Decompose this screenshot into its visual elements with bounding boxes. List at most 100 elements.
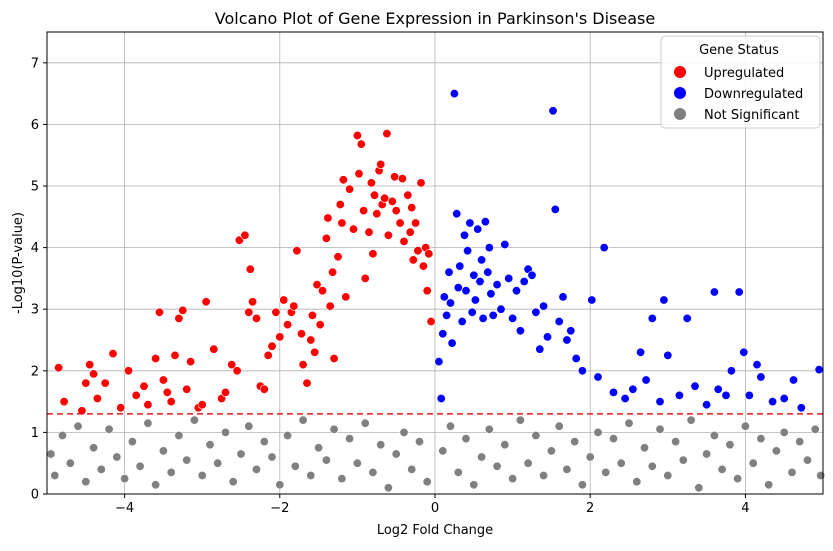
- upregulated-point: [341, 292, 351, 302]
- upregulated-point: [244, 307, 254, 317]
- y-tick-label: 5: [31, 180, 39, 195]
- downregulated-point: [641, 375, 651, 385]
- upregulated-point: [92, 393, 102, 403]
- not-significant-point: [189, 415, 199, 425]
- not-significant-point: [593, 427, 603, 437]
- not-significant-point: [104, 424, 114, 434]
- downregulated-point: [788, 375, 798, 385]
- downregulated-point: [647, 313, 657, 323]
- x-tick-label: 0: [431, 501, 439, 516]
- legend-marker-upregulated: [674, 66, 686, 78]
- not-significant-point: [523, 458, 533, 468]
- legend-frame: [660, 35, 821, 129]
- downregulated-point: [488, 310, 498, 320]
- upregulated-point: [395, 218, 405, 228]
- downregulated-point: [734, 287, 744, 297]
- upregulated-point: [424, 249, 434, 259]
- not-significant-point: [81, 477, 91, 487]
- upregulated-point: [232, 366, 242, 376]
- downregulated-point: [447, 338, 457, 348]
- not-significant-point: [663, 470, 673, 480]
- not-significant-point: [787, 467, 797, 477]
- not-significant-point: [166, 467, 176, 477]
- not-significant-point: [422, 477, 432, 487]
- upregulated-point: [197, 400, 207, 410]
- not-significant-point: [360, 418, 370, 428]
- upregulated-point: [312, 280, 322, 290]
- not-significant-point: [298, 415, 308, 425]
- upregulated-point: [387, 196, 397, 206]
- downregulated-point: [599, 243, 609, 253]
- downregulated-point: [527, 270, 537, 280]
- upregulated-point: [267, 341, 277, 351]
- not-significant-point: [73, 421, 83, 431]
- downregulated-point: [467, 307, 477, 317]
- not-significant-point: [484, 424, 494, 434]
- legend-label-upregulated: Upregulated: [704, 66, 784, 81]
- downregulated-point: [709, 287, 719, 297]
- not-significant-point: [554, 421, 564, 431]
- not-significant-point: [275, 480, 285, 490]
- upregulated-point: [317, 286, 327, 296]
- downregulated-point: [484, 243, 494, 253]
- downregulated-point: [577, 366, 587, 376]
- upregulated-point: [408, 255, 418, 265]
- upregulated-point: [376, 159, 386, 169]
- not-significant-point: [686, 415, 696, 425]
- upregulated-point: [360, 273, 370, 283]
- downregulated-point: [756, 372, 766, 382]
- downregulated-point: [465, 218, 475, 228]
- upregulated-point: [337, 218, 347, 228]
- not-significant-point: [531, 430, 541, 440]
- downregulated-point: [504, 273, 514, 283]
- upregulated-point: [422, 286, 432, 296]
- not-significant-point: [445, 421, 455, 431]
- downregulated-point: [550, 204, 560, 214]
- downregulated-point: [663, 350, 673, 360]
- upregulated-point: [131, 390, 141, 400]
- downregulated-point: [496, 304, 506, 314]
- downregulated-point: [492, 280, 502, 290]
- upregulated-point: [335, 200, 345, 210]
- not-significant-point: [678, 455, 688, 465]
- upregulated-point: [143, 400, 153, 410]
- not-significant-point: [236, 449, 246, 459]
- upregulated-points: [54, 129, 436, 416]
- downregulated-point: [436, 393, 446, 403]
- downregulated-point: [702, 400, 712, 410]
- downregulated-point: [475, 276, 485, 286]
- upregulated-point: [248, 297, 258, 307]
- not-significant-point: [546, 446, 556, 456]
- legend-label-downregulated: Downregulated: [704, 87, 803, 102]
- downregulated-point: [562, 335, 572, 345]
- upregulated-point: [366, 178, 376, 188]
- not-significant-point: [469, 480, 479, 490]
- x-tick-label: 4: [741, 501, 749, 516]
- upregulated-point: [382, 129, 392, 139]
- downregulated-point: [477, 255, 487, 265]
- upregulated-point: [89, 369, 99, 379]
- downregulated-point: [469, 270, 479, 280]
- not-significant-point: [314, 443, 324, 453]
- downregulated-point: [444, 267, 454, 277]
- upregulated-point: [306, 335, 316, 345]
- downregulated-point: [636, 347, 646, 357]
- not-significant-point: [259, 437, 269, 447]
- upregulated-point: [182, 384, 192, 394]
- not-significant-point: [213, 458, 223, 468]
- not-significant-point: [632, 477, 642, 487]
- downregulated-point: [571, 353, 581, 363]
- downregulated-point: [768, 397, 778, 407]
- grid-lines: [47, 32, 823, 495]
- upregulated-point: [158, 375, 168, 385]
- not-significant-point: [500, 440, 510, 450]
- not-significant-point: [96, 464, 106, 474]
- upregulated-point: [399, 236, 409, 246]
- downregulated-point: [473, 224, 483, 234]
- not-significant-point: [57, 430, 67, 440]
- upregulated-point: [356, 139, 366, 149]
- upregulated-point: [227, 360, 237, 370]
- x-axis-ticks: −4 −2 0 2 4: [115, 494, 750, 516]
- x-tick-label: −4: [115, 501, 134, 516]
- not-significant-point: [562, 464, 572, 474]
